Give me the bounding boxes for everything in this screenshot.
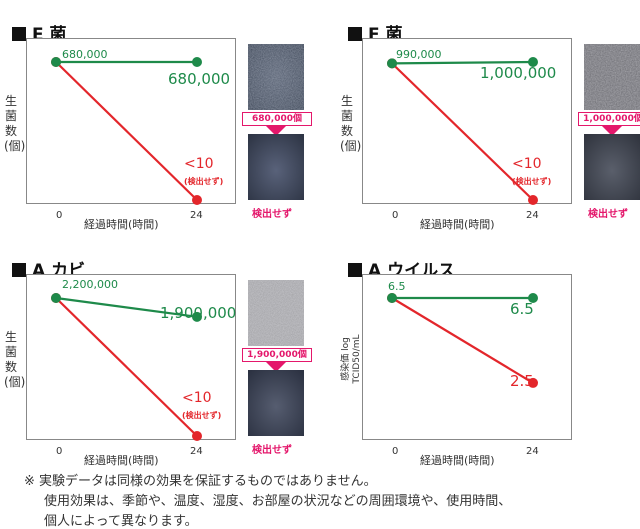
title-square-icon [348,27,362,41]
x-tick-label: 0 [392,210,399,221]
x-axis-label: 経過時間(時間) [420,218,495,231]
colony-count-badge: 1,000,000個 [578,112,640,126]
chart-panel-e: E 菌 生菌数(個) 0 24 経過時間(時間) 680,000 680,000… [0,0,320,240]
down-arrow-icon [266,362,286,372]
green-series-point [51,57,61,67]
x-axis-label: 経過時間(時間) [84,218,159,231]
green-series-point [528,57,538,67]
red-series-point [528,377,538,388]
green-series-line [391,60,534,65]
chart-svg [387,293,538,388]
red-series-line [391,297,534,384]
green-series-line [55,296,198,318]
green-end-label: 6.5 [510,300,534,318]
after-sample-photo [248,370,304,436]
red-end-label: <10 [184,156,214,172]
green-start-label: 680,000 [62,48,108,61]
green-series-point [387,293,397,303]
red-end-note: (検出せず) [184,177,224,186]
not-detected-label: 検出せず [588,209,628,220]
red-series-point [192,431,202,441]
red-end-note: (検出せず) [182,411,222,420]
x-axis-label: 経過時間(時間) [420,454,495,467]
disclaimer-line-1: ※ 実験データは同様の効果を保証するものではありません。 [24,474,377,489]
red-series-line [55,297,198,437]
before-sample-photo [248,44,304,110]
x-tick-label: 24 [190,210,203,221]
colony-count-badge: 680,000個 [242,112,312,126]
green-series-point [192,57,202,67]
chart-svg [51,293,202,441]
chart-panel-f: F 菌 生菌数(個) 0 24 経過時間(時間) 990,000 1,000,0… [336,0,640,240]
title-square-icon [12,27,26,41]
chart-panel-mold: A カビ 生菌数(個) 0 24 経過時間(時間) 2,200,000 1,90… [0,236,320,476]
green-series-point [192,311,202,322]
not-detected-label: 検出せず [252,445,292,456]
x-tick-label: 0 [392,446,399,457]
disclaimer-line-2: 使用効果は、季節や、温度、湿度、お部屋の状況などの周囲環境や、使用時間、 [44,494,512,509]
title-square-icon [348,263,362,277]
green-series-point [51,293,61,303]
green-start-label: 2,200,000 [62,278,118,291]
red-end-label: 2.5 [510,372,534,390]
x-tick-label: 24 [526,446,539,457]
green-end-label: 680,000 [168,70,231,88]
disclaimer-line-3: 個人によって異なります。 [44,514,198,529]
green-series-point [528,293,538,303]
x-tick-label: 24 [190,446,203,457]
green-end-label: 1,900,000 [160,304,237,322]
plot-area [362,38,572,204]
chart-svg [387,57,538,205]
x-tick-label: 24 [526,210,539,221]
chart-svg [51,57,202,205]
x-tick-label: 0 [56,210,63,221]
red-end-label: <10 [182,390,212,406]
green-end-label: 1,000,000 [480,64,557,82]
x-tick-label: 0 [56,446,63,457]
red-end-note: (検出せず) [512,177,552,186]
red-series-point [192,195,202,205]
green-start-label: 6.5 [388,280,406,293]
not-detected-label: 検出せず [252,209,292,220]
red-series-line [55,61,198,201]
after-sample-photo [248,134,304,200]
title-square-icon [12,263,26,277]
before-sample-photo [248,280,304,346]
x-axis-label: 経過時間(時間) [84,454,159,467]
red-end-label: <10 [512,156,542,172]
after-sample-photo [584,134,640,200]
red-series-point [528,195,538,205]
before-sample-photo [584,44,640,110]
green-start-label: 990,000 [396,48,442,61]
down-arrow-icon [602,126,622,136]
red-series-line [391,62,534,201]
down-arrow-icon [266,126,286,136]
green-series-point [387,58,397,69]
chart-panel-virus: A ウイルス 感染価 log TCID50/mL 0 24 経過時間(時間) 6… [336,236,640,476]
colony-count-badge: 1,900,000個 [242,348,312,362]
